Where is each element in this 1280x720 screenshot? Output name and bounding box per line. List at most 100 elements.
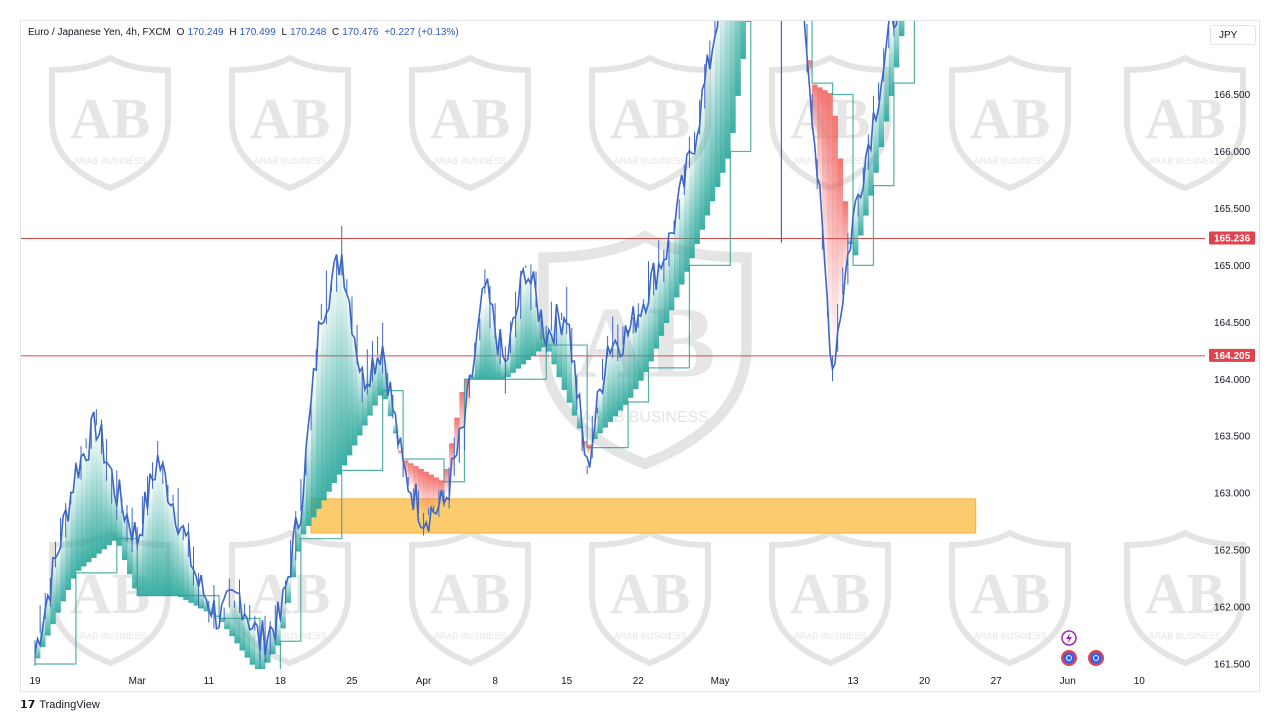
trail-fill-segment (745, 21, 752, 22)
trail-fill-segment (423, 471, 429, 515)
trail-fill-segment (714, 21, 721, 188)
trail-fill-segment (530, 290, 537, 356)
trail-fill-segment (91, 430, 97, 558)
trail-fill-segment (259, 638, 266, 669)
trail-fill-segment (147, 488, 153, 596)
trail-fill-segment (899, 21, 905, 37)
event-marker-icon-1 (1061, 650, 1077, 666)
trail-fill-segment (224, 609, 230, 630)
watermark-text: ARAB BUSINESS (1149, 631, 1222, 641)
trail-fill-segment (853, 206, 859, 256)
trail-fill-segment (239, 601, 245, 651)
trail-fill-segment (648, 282, 654, 362)
trail-fill-segment (658, 259, 665, 336)
watermark-logo: AB (1145, 86, 1226, 151)
watermark-shield-icon: AB ARAB BUSINESS (1124, 529, 1246, 667)
chart-icons[interactable] (1061, 630, 1104, 666)
trail-fill-segment (70, 481, 77, 579)
trail-fill-segment (208, 605, 215, 615)
trail-fill-segment (817, 87, 823, 205)
trail-fill-segment (495, 337, 501, 380)
x-tick-label: May (711, 676, 730, 687)
lightning-icon (1061, 630, 1077, 646)
trail-fill-segment (60, 527, 66, 602)
trail-fill-segment (536, 308, 542, 352)
trail-fill-segment (280, 604, 286, 629)
y-tick-label: 162.500 (1214, 546, 1251, 557)
y-tick-label: 166.000 (1214, 147, 1251, 158)
trail-fill-segment (346, 300, 353, 456)
trail-fill-segment (234, 598, 240, 644)
trail-fill-segment (878, 78, 884, 148)
open-value: 170.249 (187, 27, 224, 38)
watermark-shield-icon: AB ARAB BUSINESS (49, 54, 171, 192)
trail-fill-segment (45, 595, 51, 636)
trail-fill-segment (81, 453, 87, 567)
trail-fill-segment (142, 508, 148, 596)
trail-fill-segment (413, 466, 419, 499)
trail-fill-segment (674, 212, 680, 298)
y-tick-label: 165.500 (1214, 204, 1251, 215)
trail-fill-segment (121, 510, 128, 561)
trail-fill-segment (367, 366, 373, 416)
trail-fill-segment (137, 528, 143, 596)
trail-fill-segment (428, 474, 435, 512)
watermark-shield-outline (229, 529, 351, 667)
y-tick-label: 166.500 (1214, 90, 1251, 101)
x-tick-label: 10 (1134, 676, 1146, 687)
currency-button[interactable]: JPY (1210, 25, 1256, 45)
trail-fill-segment (689, 150, 695, 259)
trail-fill-segment (372, 357, 378, 406)
lightning-icon-ring (1061, 630, 1077, 646)
watermark-logo: AB (250, 86, 331, 151)
event-marker-icon-2 (1088, 650, 1104, 666)
trail-fill-segment (730, 21, 736, 133)
trail-fill-segment (725, 21, 731, 159)
trail-fill-segment (326, 289, 332, 492)
watermark-text: ARAB BUSINESS (794, 631, 867, 641)
watermark-logo: AB (970, 86, 1051, 151)
trail-fill-segment (709, 44, 716, 202)
watermark-text: ARAB BUSINESS (614, 631, 687, 641)
trail-fill-segment (474, 339, 481, 380)
watermark-text: ARAB BUSINESS (434, 631, 507, 641)
watermark-shield-icon: AB ARAB BUSINESS (229, 54, 351, 192)
trail-fill-segment (679, 192, 685, 285)
price-label-level: 165.236 (1214, 234, 1251, 245)
trail-fill-segment (162, 480, 169, 596)
trail-fill-segment (392, 423, 399, 434)
trail-fill-segment (157, 466, 164, 596)
watermark-text: ARAB BUSINESS (434, 156, 507, 166)
y-tick-label: 164.000 (1214, 375, 1251, 386)
trail-fill-segment (525, 273, 532, 361)
trail-fill-segment (433, 477, 440, 509)
trail-fill-segment (265, 632, 271, 663)
watermark-shield-outline (949, 529, 1071, 667)
trail-fill-segment (116, 498, 123, 546)
trail-fill-segment (628, 327, 634, 398)
trail-fill-segment (254, 635, 261, 669)
watermark-logo: AB (1145, 561, 1226, 626)
trail-fill-segment (802, 15, 807, 16)
trail-fill-segment (735, 21, 741, 96)
footer: 𝟭𝟳 TradingView (20, 698, 100, 711)
trail-fill-segment (362, 374, 368, 426)
trail-fill-segment (341, 269, 348, 466)
event-marker-inner (1063, 652, 1075, 664)
trail-fill-segment (244, 612, 251, 658)
x-tick-label: 25 (346, 676, 358, 687)
trail-fill-segment (331, 275, 337, 484)
y-tick-label: 163.500 (1214, 432, 1251, 443)
watermark-shield-outline (1124, 529, 1246, 667)
watermark-shield-outline (538, 230, 752, 470)
x-tick-label: 11 (204, 676, 215, 687)
trail-fill-segment (418, 468, 424, 511)
x-tick-label: 13 (847, 676, 859, 687)
trail-fill-segment (55, 550, 61, 613)
watermark-logo: AB (430, 86, 511, 151)
trail-fill-segment (101, 450, 107, 550)
trail-fill-segment (285, 575, 291, 603)
x-tick-label: Jun (1060, 676, 1076, 687)
lightning-icon-bolt (1066, 633, 1072, 644)
